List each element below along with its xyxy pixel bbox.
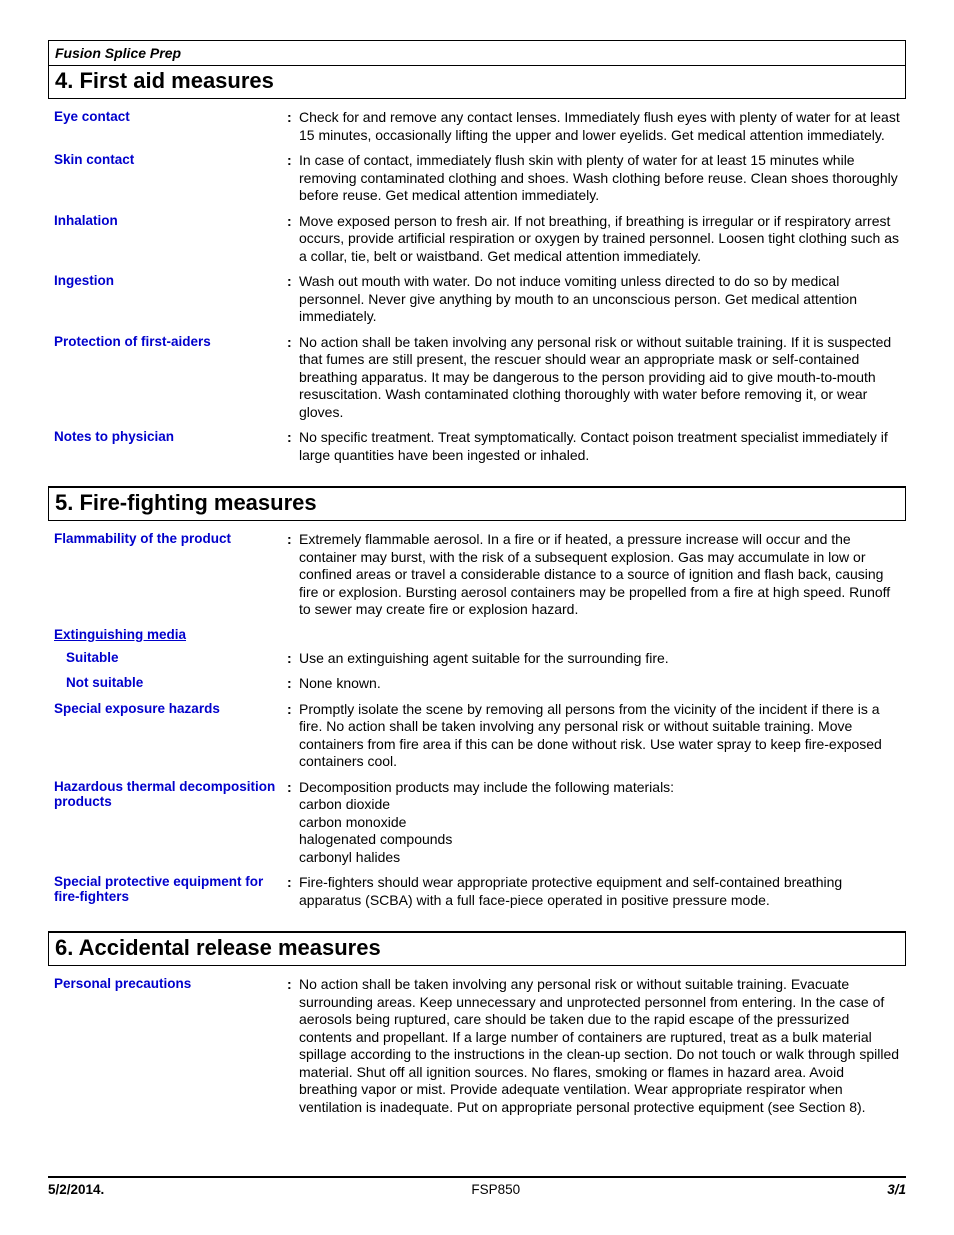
value-not-suitable: None known. — [299, 675, 900, 693]
label-extinguishing-media: Extinguishing media — [54, 627, 287, 642]
value-eye-contact: Check for and remove any contact lenses.… — [299, 109, 900, 144]
row-not-suitable: Not suitable : None known. — [54, 675, 900, 693]
row-extinguishing-header: Extinguishing media — [54, 627, 900, 642]
section-5-heading: 5. Fire-fighting measures — [48, 486, 906, 521]
section-5-body: Flammability of the product : Extremely … — [48, 521, 906, 931]
colon: : — [287, 334, 299, 422]
page-container: Fusion Splice Prep 4. First aid measures… — [0, 0, 954, 1235]
label-inhalation: Inhalation — [54, 213, 287, 266]
row-personal-precautions: Personal precautions : No action shall b… — [54, 976, 900, 1116]
colon: : — [287, 650, 299, 668]
value-protection-first-aiders: No action shall be taken involving any p… — [299, 334, 900, 422]
product-name-header: Fusion Splice Prep — [48, 40, 906, 65]
label-protection-first-aiders: Protection of first-aiders — [54, 334, 287, 422]
value-suitable: Use an extinguishing agent suitable for … — [299, 650, 900, 668]
row-eye-contact: Eye contact : Check for and remove any c… — [54, 109, 900, 144]
label-ingestion: Ingestion — [54, 273, 287, 326]
row-protection-first-aiders: Protection of first-aiders : No action s… — [54, 334, 900, 422]
value-inhalation: Move exposed person to fresh air. If not… — [299, 213, 900, 266]
section-6-body: Personal precautions : No action shall b… — [48, 966, 906, 1138]
page-footer: 5/2/2014. FSP850 3/1 — [48, 1176, 906, 1197]
value-ingestion: Wash out mouth with water. Do not induce… — [299, 273, 900, 326]
value-hazardous-thermal: Decomposition products may include the f… — [299, 779, 900, 867]
label-special-protective: Special protective equipment for fire-fi… — [54, 874, 287, 909]
label-flammability: Flammability of the product — [54, 531, 287, 619]
section-4-body: Eye contact : Check for and remove any c… — [48, 99, 906, 486]
value-skin-contact: In case of contact, immediately flush sk… — [299, 152, 900, 205]
label-notes-physician: Notes to physician — [54, 429, 287, 464]
label-personal-precautions: Personal precautions — [54, 976, 287, 1116]
colon: : — [287, 109, 299, 144]
value-personal-precautions: No action shall be taken involving any p… — [299, 976, 900, 1116]
row-skin-contact: Skin contact : In case of contact, immed… — [54, 152, 900, 205]
footer-date: 5/2/2014. — [48, 1182, 104, 1197]
label-special-exposure: Special exposure hazards — [54, 701, 287, 771]
label-suitable: Suitable — [54, 650, 287, 668]
footer-page-number: 3/1 — [887, 1182, 906, 1197]
colon: : — [287, 874, 299, 909]
row-hazardous-thermal: Hazardous thermal decomposition products… — [54, 779, 900, 867]
footer-code: FSP850 — [471, 1182, 520, 1197]
colon: : — [287, 675, 299, 693]
row-suitable: Suitable : Use an extinguishing agent su… — [54, 650, 900, 668]
colon: : — [287, 429, 299, 464]
label-skin-contact: Skin contact — [54, 152, 287, 205]
label-not-suitable: Not suitable — [54, 675, 287, 693]
value-notes-physician: No specific treatment. Treat symptomatic… — [299, 429, 900, 464]
value-flammability: Extremely flammable aerosol. In a fire o… — [299, 531, 900, 619]
colon: : — [287, 213, 299, 266]
section-6-heading: 6. Accidental release measures — [48, 931, 906, 966]
value-special-exposure: Promptly isolate the scene by removing a… — [299, 701, 900, 771]
row-notes-physician: Notes to physician : No specific treatme… — [54, 429, 900, 464]
row-special-protective: Special protective equipment for fire-fi… — [54, 874, 900, 909]
row-inhalation: Inhalation : Move exposed person to fres… — [54, 213, 900, 266]
label-hazardous-thermal: Hazardous thermal decomposition products — [54, 779, 287, 867]
row-flammability: Flammability of the product : Extremely … — [54, 531, 900, 619]
colon: : — [287, 531, 299, 619]
row-ingestion: Ingestion : Wash out mouth with water. D… — [54, 273, 900, 326]
section-4-heading: 4. First aid measures — [48, 65, 906, 99]
colon: : — [287, 701, 299, 771]
row-special-exposure: Special exposure hazards : Promptly isol… — [54, 701, 900, 771]
colon: : — [287, 152, 299, 205]
label-eye-contact: Eye contact — [54, 109, 287, 144]
colon: : — [287, 273, 299, 326]
value-special-protective: Fire-fighters should wear appropriate pr… — [299, 874, 900, 909]
colon: : — [287, 779, 299, 867]
colon: : — [287, 976, 299, 1116]
